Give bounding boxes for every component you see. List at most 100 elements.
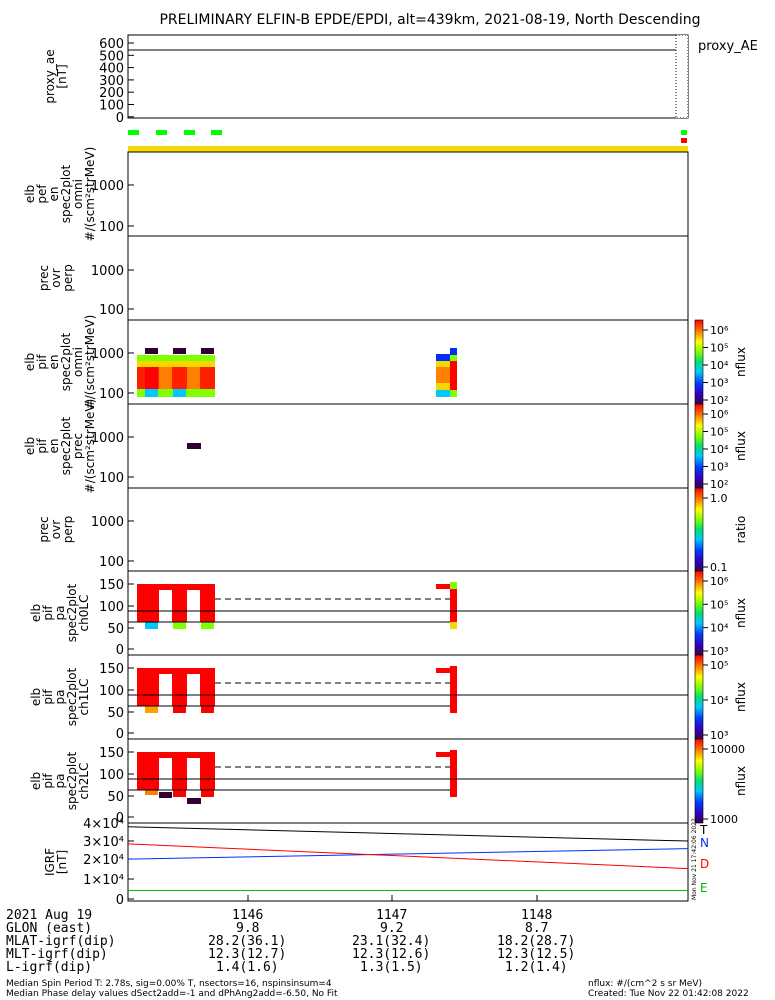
y-axis-label: spec2plot (59, 164, 73, 223)
x-ticks (247, 895, 538, 901)
colorbar-tick-label: 10³ (710, 645, 728, 658)
y-tick-label: 100 (99, 555, 124, 570)
footer-value: 9.8 (236, 921, 260, 936)
colorbar-tick-label: 10⁴ (710, 359, 729, 372)
colorbar-tick-label: 1.0 (710, 492, 728, 505)
footer-value: 12.3(12.6) (352, 947, 431, 962)
pa-ch2 (128, 750, 688, 804)
y-axis-label: elb (29, 604, 43, 622)
colorbar-tick-label: 1000 (710, 813, 738, 826)
pa-ch1 (128, 666, 688, 713)
y-tick-label: 50 (107, 622, 124, 637)
axis-frame (127, 487, 689, 572)
colorbar-tick-label: 10⁴ (710, 694, 729, 707)
y-tick-label: 1000 (91, 179, 124, 194)
y-axis-label: ch1LC (77, 679, 91, 716)
legend-proxy-ae: proxy_AE (698, 39, 758, 54)
y-tick-label: 100 (99, 220, 124, 235)
y-axis-label: pa (53, 690, 67, 705)
heat-cell (201, 348, 214, 354)
y-axis-label: elb (29, 772, 43, 790)
y-labels: proxy_ae[nT]elbpefenspec2plotomni#/(scm²… (23, 49, 97, 876)
footer-flux-units: nflux: #/(cm^2 s sr MeV) (588, 979, 702, 989)
heat-cell (159, 367, 172, 389)
y-axis-label: prec (71, 433, 85, 459)
y-axis-label: ovr (49, 520, 63, 539)
y-axis-label: pif (41, 689, 55, 705)
y-tick-label: 100 (99, 600, 124, 615)
colorbar-tick-label: 10² (710, 394, 728, 407)
colorbar-tick-label: 10⁵ (710, 598, 728, 611)
heat-cell (201, 706, 214, 713)
y-tick-label: 150 (99, 746, 124, 761)
y-axis-label: ch0LC (77, 595, 91, 632)
heat-cell (137, 355, 215, 361)
colorbar-label: nflux (734, 431, 748, 461)
gap (187, 590, 200, 622)
footer-value: 1147 (376, 908, 408, 923)
y-axis-label: elb (23, 353, 37, 371)
colorbar-tick-label: 10⁴ (710, 443, 729, 456)
y-tick-label: 1000 (91, 264, 124, 279)
y-axis-label: spec2plot (65, 751, 79, 810)
heat-cell (173, 348, 186, 354)
axis-frame (127, 235, 689, 321)
heat-cell (173, 622, 186, 629)
colorbar (694, 487, 704, 572)
heat-cell (450, 666, 457, 713)
igrf-legend-t: T (699, 823, 708, 837)
footer-value: 1.3(1.5) (360, 960, 423, 975)
axis-frame (127, 822, 689, 902)
heat-cell (436, 668, 450, 673)
y-tick-label: 100 (99, 768, 124, 783)
y-axis-label: elb (29, 688, 43, 706)
footer-note-phase: Median Phase delay values dSect2add=-1 a… (6, 989, 338, 999)
chart-title: PRELIMINARY ELFIN-B EPDE/EPDI, alt=439km… (159, 12, 700, 28)
y-axis-label: ch2LC (77, 763, 91, 800)
y-axis-label: pa (53, 774, 67, 789)
igrf-legend-e: E (700, 881, 708, 895)
y-axis-label: pif (35, 354, 49, 370)
y-axis-label: omni (71, 347, 85, 377)
heat-cell (137, 584, 215, 622)
colorbar-tick-label: 10⁵ (710, 342, 728, 355)
gap (187, 674, 200, 712)
heat-cell (187, 798, 201, 804)
y-axis-label: [nT] (55, 64, 69, 88)
y-tick-label: 0 (116, 111, 124, 126)
footer-label-mlt: MLT-igrf(dip) (6, 947, 108, 962)
y-tick-label: 300 (99, 74, 124, 89)
y-tick-label: 50 (107, 790, 124, 805)
footer-value: 12.3(12.5) (497, 947, 576, 962)
y-tick-label: 1000 (91, 515, 124, 530)
igrf-series-d (127, 843, 689, 870)
y-tick-label: 100 (99, 684, 124, 699)
colorbar (694, 403, 704, 489)
y-tick-label: 150 (99, 578, 124, 593)
colorbar-tick-label: 10000 (710, 743, 745, 756)
y-axis-label: prec (37, 265, 51, 291)
heat-cell (145, 622, 158, 629)
y-tick-label: 400 (99, 62, 124, 77)
y-tick-label: 1×10⁴ (83, 873, 124, 888)
footer-label-mlat: MLAT-igrf(dip) (6, 934, 116, 949)
gap (159, 590, 172, 622)
colorbars (694, 319, 704, 824)
y-axis-label: perp (61, 264, 75, 292)
y-axis-label: pif (41, 773, 55, 789)
heat-cell (173, 389, 186, 397)
heat-cell (159, 792, 172, 798)
heat-cell (450, 582, 457, 589)
footer-label-l: L-igrf(dip) (6, 960, 93, 975)
heat-cell (137, 752, 215, 790)
y-axis-label: prec (37, 516, 51, 542)
colorbar-tick-label: 10⁶ (710, 324, 729, 337)
pa-ch0 (128, 582, 688, 629)
footer-label-date: 2021 Aug 19 (6, 908, 93, 923)
footer-value: 9.2 (380, 921, 404, 936)
axis-frame (127, 34, 689, 119)
y-axis-label: IGRF (43, 848, 57, 876)
heat-cell (201, 622, 214, 629)
footer-value: 12.3(12.7) (208, 947, 287, 962)
status-mark (681, 130, 687, 135)
